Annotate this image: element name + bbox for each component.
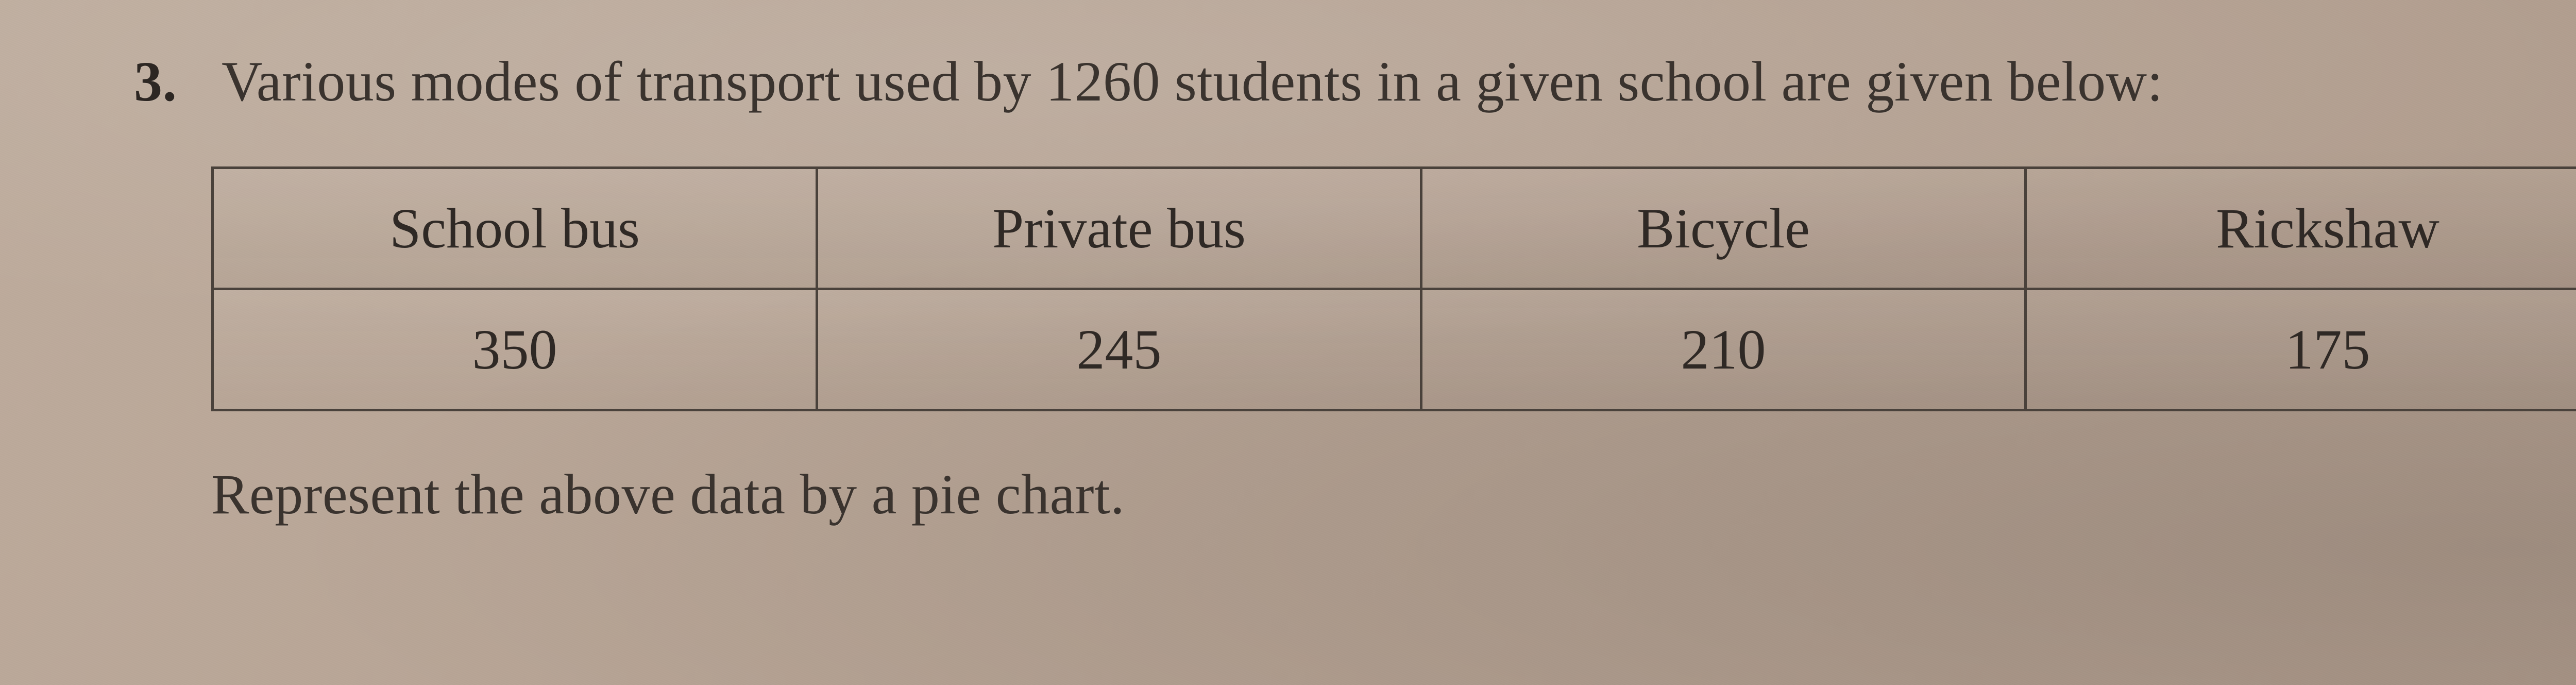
transport-table-container: School bus Private bus Bicycle Rickshaw … (211, 166, 2576, 411)
col-header-school-bus: School bus (213, 168, 817, 289)
table-row: 350 245 210 175 280 (213, 289, 2576, 410)
question-line: 3. Various modes of transport used by 12… (134, 46, 2576, 118)
table-header-row: School bus Private bus Bicycle Rickshaw … (213, 168, 2576, 289)
col-header-private-bus: Private bus (817, 168, 1421, 289)
cell-private-bus: 245 (817, 289, 1421, 410)
question-footer: Represent the above data by a pie chart. (211, 458, 2576, 531)
question-number: 3. (134, 46, 201, 118)
cell-school-bus: 350 (213, 289, 817, 410)
col-header-bicycle: Bicycle (1421, 168, 2026, 289)
cell-rickshaw: 175 (2026, 289, 2576, 410)
question-text: Various modes of transport used by 1260 … (222, 46, 2576, 118)
transport-table: School bus Private bus Bicycle Rickshaw … (211, 166, 2576, 411)
cell-bicycle: 210 (1421, 289, 2026, 410)
col-header-rickshaw: Rickshaw (2026, 168, 2576, 289)
